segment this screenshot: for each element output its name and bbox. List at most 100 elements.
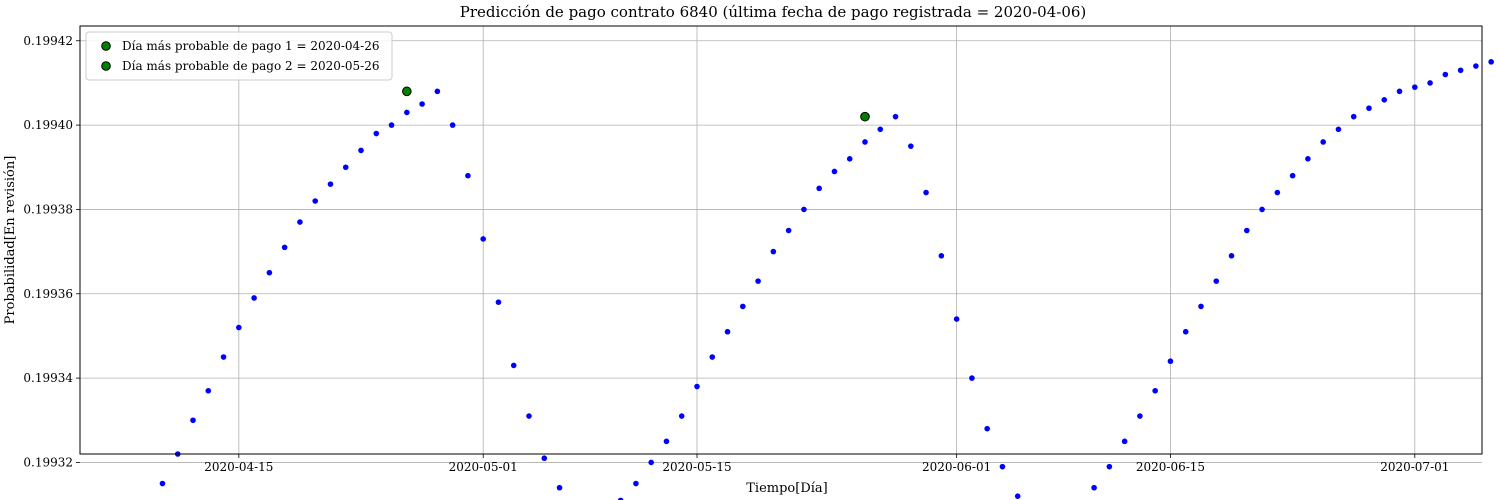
data-point [633,480,639,487]
legend: Día más probable de pago 1 = 2020-04-26 D… [85,31,393,81]
data-point [846,156,853,162]
legend-label: Día más probable de pago 2 = 2020-05-26 [122,59,380,73]
y-tick-label: 0.19932 [23,455,73,469]
axis-ticks: 2020-04-15 2020-05-01 2020-05-15 2020-06-01… [23,34,1449,474]
x-tick-label: 2020-05-01 [449,460,518,474]
data-point [1259,206,1265,213]
data-point [1228,253,1235,259]
data-point [617,497,624,500]
y-tick-label: 0.19934 [23,371,73,385]
data-point [1091,484,1097,491]
plot-frame [79,25,1483,455]
data-point [755,278,761,284]
data-point [724,328,731,335]
data-point [770,248,777,255]
data-point [281,244,288,251]
highlight-point [402,86,412,97]
data-point [908,143,914,149]
legend-marker [101,61,111,71]
data-point [953,316,960,322]
data-point [495,299,502,305]
highlight-point [860,111,870,122]
data-point [1152,387,1158,394]
data-point [1213,278,1220,284]
data-point [831,168,838,175]
data-point [1350,113,1357,120]
data-point [541,455,548,462]
chart-title: Predicción de pago contrato 6840 (última… [460,3,1087,21]
data-point [1014,493,1021,499]
data-point [449,122,456,128]
x-tick-label: 2020-05-15 [662,460,731,474]
data-point [556,484,563,491]
data-point [877,126,884,133]
data-point [1305,156,1311,162]
data-point [1488,59,1494,65]
data-point [388,122,395,128]
data-point [342,164,349,171]
data-point [984,425,990,432]
data-point [862,139,868,145]
data-point [1106,463,1113,470]
data-point [434,88,441,95]
data-point [465,172,471,179]
data-point [709,354,716,360]
y-tick-label: 0.19942 [23,34,73,48]
data-point [510,362,517,369]
data-point [404,109,410,116]
data-points [159,59,1494,500]
y-tick-label: 0.19940 [23,118,73,132]
data-point [969,375,975,381]
data-point [1335,126,1342,133]
data-point [678,413,685,419]
data-point [1320,139,1326,145]
data-point [1366,105,1372,112]
legend-label: Día más probable de pago 1 = 2020-04-26 [122,39,380,53]
y-tick-label: 0.19936 [23,287,73,301]
x-tick-label: 2020-06-01 [922,460,991,474]
data-point [1198,303,1204,310]
data-point [1442,71,1449,78]
data-point [373,130,380,137]
data-point [1381,96,1388,103]
data-point [358,147,364,154]
data-point [312,198,318,204]
data-point [236,324,242,331]
data-point [1473,63,1479,69]
data-point [1412,84,1418,90]
data-point [205,387,212,394]
data-point [801,206,807,213]
data-point [740,303,746,310]
data-point [1182,328,1189,335]
data-point [1289,172,1296,179]
data-point [297,219,303,225]
data-point [1274,189,1281,196]
data-point [480,236,486,242]
data-point [1137,413,1143,419]
data-point [419,101,425,107]
data-point [923,189,929,196]
y-axis-label: Probabilidad[En revisión] [3,156,18,325]
data-point [526,413,532,419]
data-point [220,354,227,360]
data-point [1396,88,1403,95]
x-tick-label: 2020-06-15 [1136,460,1205,474]
data-point [1457,67,1464,74]
legend-box [85,31,393,81]
data-point [1244,227,1250,234]
data-point [266,269,273,276]
grid [80,26,1482,463]
data-point [251,295,257,301]
data-point [892,113,899,120]
data-point [938,253,945,259]
x-tick-label: 2020-07-01 [1380,460,1449,474]
x-tick-label: 2020-04-15 [204,460,273,474]
data-point [816,185,822,192]
data-point [1427,80,1433,86]
data-point [648,459,654,466]
data-point [159,480,166,487]
data-point [1121,438,1128,445]
